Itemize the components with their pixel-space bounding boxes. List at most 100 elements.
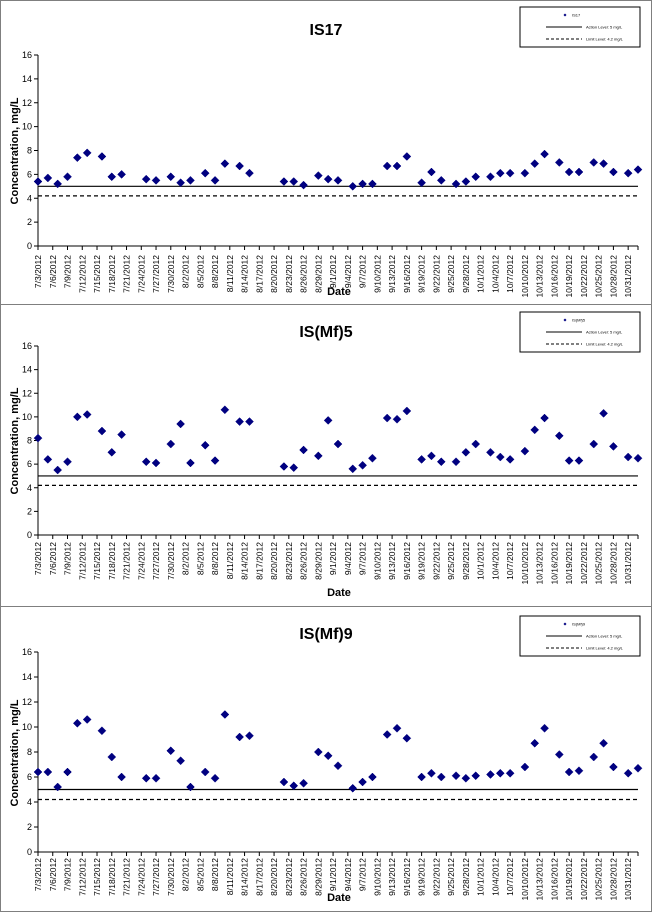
data-point [368,772,377,782]
chart-svg-ismf9: IS(Mf)9 Concentration, mg/L Date 0 2 4 6 8 10 12 1… [9,615,643,904]
x-tick-label: 8/29/2012 [313,255,323,293]
x-tick-label: 8/26/2012 [299,255,309,293]
data-point [141,174,151,184]
data-point [530,738,540,748]
legend-label-action: Action Level: 5 mg/L [586,330,623,335]
data-point [141,773,151,783]
y-tick-label: 4 [27,483,32,493]
data-point [461,773,471,783]
data-point [97,152,107,161]
chart-title: IS(Mf)9 [299,626,352,643]
x-tick-label: 7/30/2012 [166,255,176,293]
data-point [392,414,402,424]
x-tick-label: 7/3/2012 [33,255,43,288]
data-point [220,159,230,168]
data-point [623,168,633,178]
data-point [392,161,402,171]
data-point [471,172,481,182]
x-tick-label: 10/19/2012 [564,542,574,585]
data-point [210,175,220,185]
legend-marker [563,318,567,322]
data-point [402,152,412,161]
data-point [589,439,599,449]
x-tick-label: 7/21/2012 [122,858,132,896]
x-tick-label: 10/16/2012 [549,542,559,585]
data-point [53,179,63,189]
x-tick-label: 8/11/2012 [225,858,235,895]
data-point [299,778,308,788]
data-point [609,762,618,772]
x-tick-label: 7/12/2012 [77,858,87,896]
x-tick-label: 9/25/2012 [446,858,456,896]
x-tick-label: 8/17/2012 [254,255,264,293]
x-tick-label: 9/7/2012 [358,542,368,575]
data-point [289,463,299,473]
x-tick-label: 9/10/2012 [372,542,382,580]
x-tick-label: 8/23/2012 [284,858,294,896]
x-tick-label: 9/4/2012 [343,255,353,288]
x-tick-label: 10/4/2012 [490,858,500,896]
data-point [245,168,254,178]
legend-label-limit: Limit Level: 4.2 mg/L [586,37,624,42]
data-point [540,413,549,423]
data-point [564,767,574,777]
x-tick-label: 8/2/2012 [181,542,191,575]
legend-label-action: Action Level: 5 mg/L [586,25,623,30]
data-point [554,750,564,759]
x-tick-label: 9/10/2012 [372,858,382,896]
x-tick-label: 7/30/2012 [166,858,176,896]
x-tick-label: 8/11/2012 [225,255,235,292]
panel-divider [1,304,651,305]
data-point [313,747,323,757]
data-point [436,772,446,782]
data-point [574,167,584,177]
data-point [540,723,549,733]
x-tick-label: 8/11/2012 [225,542,235,579]
data-point [323,416,333,425]
y-tick-label: 16 [22,50,32,60]
data-point [505,455,515,464]
y-tick-label: 12 [22,697,32,707]
data-point [358,460,367,470]
data-point [166,172,176,182]
data-point [33,767,43,777]
x-tick-label: 10/7/2012 [505,255,515,293]
data-point [368,179,377,189]
data-point [279,777,289,787]
x-tick-label: 9/22/2012 [431,542,441,580]
x-tick-label: 9/16/2012 [402,542,412,580]
x-tick-label: 9/19/2012 [417,255,427,293]
data-point [495,452,505,462]
data-point [348,181,358,191]
data-point [382,413,392,423]
x-tick-label: 9/1/2012 [328,542,338,575]
data-point [520,762,530,772]
data-point [200,168,210,178]
y-tick-label: 10 [22,412,32,422]
x-tick-label: 10/31/2012 [623,858,633,901]
y-tick-label: 2 [27,822,32,832]
data-point [451,457,461,467]
data-point [186,458,195,468]
data-point [117,170,126,179]
data-point [451,771,461,781]
x-tick-label: 9/10/2012 [372,255,382,293]
data-point [530,425,540,435]
x-tick-label: 7/21/2012 [122,542,132,580]
data-point [63,457,72,467]
y-tick-label: 14 [22,365,32,375]
data-point [436,175,446,185]
x-tick-label: 9/19/2012 [417,542,427,580]
x-tick-label: 7/18/2012 [107,255,117,293]
data-point [53,782,63,792]
y-tick-label: 2 [27,506,32,516]
data-point [166,439,176,449]
x-tick-label: 8/14/2012 [240,542,250,580]
data-point [599,738,608,748]
x-tick-label: 10/28/2012 [608,542,618,585]
data-point [97,426,107,436]
x-tick-label: 8/17/2012 [254,858,264,896]
x-tick-label: 8/20/2012 [269,255,279,293]
data-point [451,179,461,189]
